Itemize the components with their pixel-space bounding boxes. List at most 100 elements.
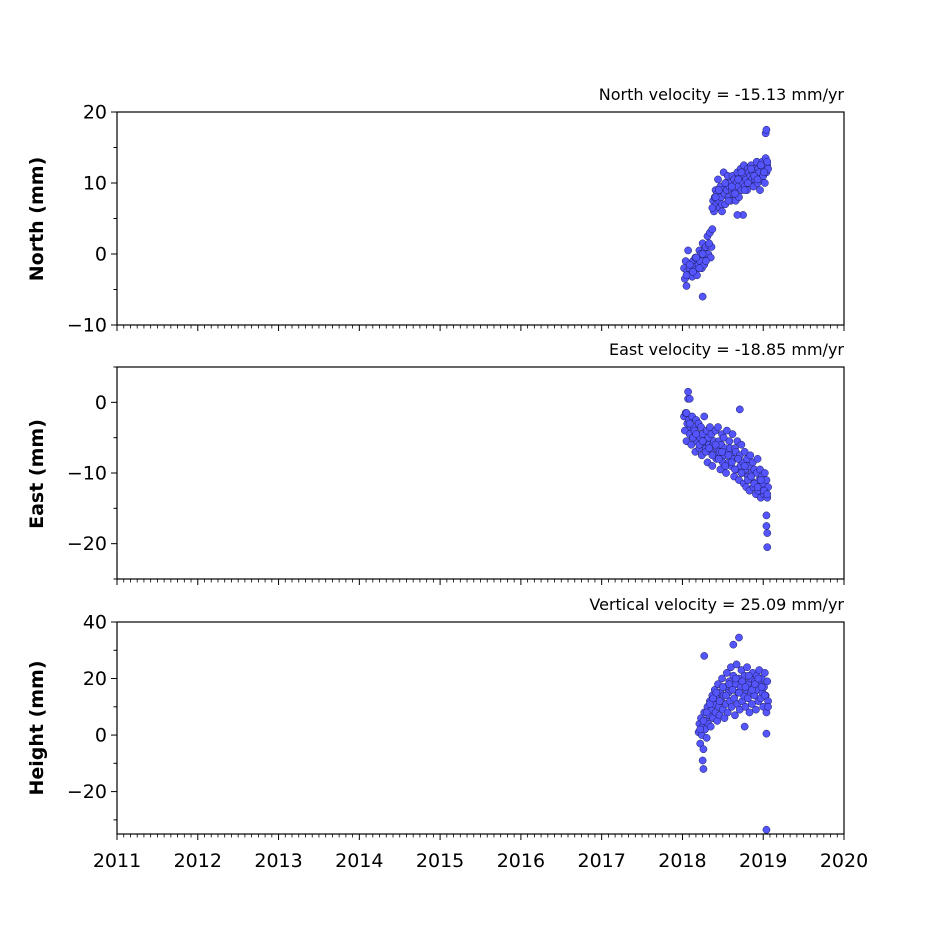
north-data-point xyxy=(692,253,701,262)
east-data-point xyxy=(763,490,772,499)
east-data-point xyxy=(705,444,713,453)
north-data-point xyxy=(762,125,771,134)
height-data-point xyxy=(741,702,750,711)
height-data-point xyxy=(760,669,769,677)
height-data-point xyxy=(740,722,749,731)
height-data-point xyxy=(723,708,732,717)
height-data-point xyxy=(699,765,708,773)
height-points xyxy=(694,633,772,834)
height-y-ticks: −20 0 20 40 xyxy=(67,612,117,821)
height-data-point xyxy=(715,697,724,706)
north-data-point xyxy=(705,239,713,248)
height-data-point xyxy=(700,652,709,660)
north-panel: −10 0 10 20 North velocity = -15.13 mm/yr N… xyxy=(26,85,845,337)
north-data-point xyxy=(747,164,755,173)
height-data-point xyxy=(723,669,731,677)
east-data-point xyxy=(760,469,769,477)
height-data-point xyxy=(731,711,739,720)
height-data-point xyxy=(743,663,751,672)
height-data-point xyxy=(752,705,760,714)
north-data-point xyxy=(682,271,691,280)
height-data-point xyxy=(729,640,738,649)
east-data-point xyxy=(763,543,772,552)
east-data-point xyxy=(685,394,694,403)
east-y-tick-label: 0 xyxy=(95,392,107,414)
east-data-point xyxy=(719,433,728,442)
height-data-point xyxy=(748,700,756,708)
north-data-point xyxy=(689,267,697,276)
east-data-point xyxy=(721,462,730,470)
north-data-point xyxy=(724,196,733,205)
east-points xyxy=(680,387,772,552)
height-data-point xyxy=(741,683,750,691)
vertical-velocity-title: Vertical velocity = 25.09 mm/yr xyxy=(589,595,844,614)
north-data-point xyxy=(702,257,710,265)
height-data-point xyxy=(702,708,711,717)
height-data-point xyxy=(699,745,708,754)
east-data-point xyxy=(740,447,749,456)
east-panel: −20 −10 0 East velocity = -18.85 mm/yr Eas… xyxy=(26,340,845,585)
east-data-point xyxy=(737,440,746,449)
east-data-point xyxy=(753,455,762,463)
east-y-ticks: −20 −10 0 xyxy=(67,366,117,580)
height-data-point xyxy=(718,674,726,683)
east-x-ticks xyxy=(116,579,845,585)
east-y-tick-label: −10 xyxy=(67,463,107,485)
north-data-point xyxy=(753,175,762,184)
east-y-axis-label: East (mm) xyxy=(26,419,48,529)
height-x-tick-label: 2020 xyxy=(820,850,868,872)
north-y-ticks: −10 0 10 20 xyxy=(67,102,117,337)
east-data-point xyxy=(682,409,691,417)
height-x-tick-label: 2017 xyxy=(577,850,625,872)
height-data-point xyxy=(764,702,772,711)
east-data-point xyxy=(728,430,737,438)
height-data-point xyxy=(696,725,705,734)
north-data-point xyxy=(744,179,752,187)
east-data-point xyxy=(763,529,772,537)
east-data-point xyxy=(731,465,739,474)
north-axes-frame xyxy=(116,111,845,326)
north-data-point xyxy=(711,193,720,202)
north-data-point xyxy=(733,211,742,219)
north-data-point xyxy=(740,186,749,194)
height-data-point xyxy=(735,633,743,642)
north-data-point xyxy=(737,168,746,177)
height-x-tick-label: 2013 xyxy=(254,850,302,872)
height-y-tick-label: 0 xyxy=(95,725,107,747)
east-velocity-title: East velocity = -18.85 mm/yr xyxy=(609,340,844,359)
height-data-point xyxy=(760,691,769,700)
height-data-point xyxy=(699,717,708,725)
height-data-point xyxy=(754,674,763,683)
height-data-point xyxy=(732,660,741,669)
east-data-point xyxy=(735,405,744,414)
height-data-point xyxy=(712,688,721,697)
height-data-point xyxy=(728,685,737,694)
north-data-point xyxy=(718,207,726,216)
east-data-point xyxy=(708,451,717,460)
east-data-point xyxy=(724,451,733,460)
north-data-point xyxy=(695,264,704,273)
north-data-point xyxy=(714,175,722,184)
north-data-point xyxy=(714,186,723,194)
height-data-point xyxy=(757,683,766,691)
north-x-ticks xyxy=(116,325,845,331)
north-y-tick-label: 0 xyxy=(95,244,107,266)
east-data-point xyxy=(708,462,717,470)
east-data-point xyxy=(722,469,730,477)
height-x-ticks: 2011 2012 2013 2014 2015 2016 2017 2018 2019 2020 xyxy=(93,834,868,872)
east-y-tick-label: −20 xyxy=(67,533,107,555)
east-data-point xyxy=(700,412,709,421)
east-data-point xyxy=(737,469,746,477)
east-data-point xyxy=(756,476,765,484)
north-y-axis-label: North (mm) xyxy=(26,157,48,282)
north-data-point xyxy=(682,282,691,290)
north-data-point xyxy=(698,250,707,258)
north-data-point xyxy=(760,168,768,177)
height-data-point xyxy=(722,691,730,700)
height-x-tick-label: 2014 xyxy=(335,850,383,872)
east-data-point xyxy=(714,423,722,431)
east-data-point xyxy=(723,426,731,435)
north-data-point xyxy=(708,204,717,212)
